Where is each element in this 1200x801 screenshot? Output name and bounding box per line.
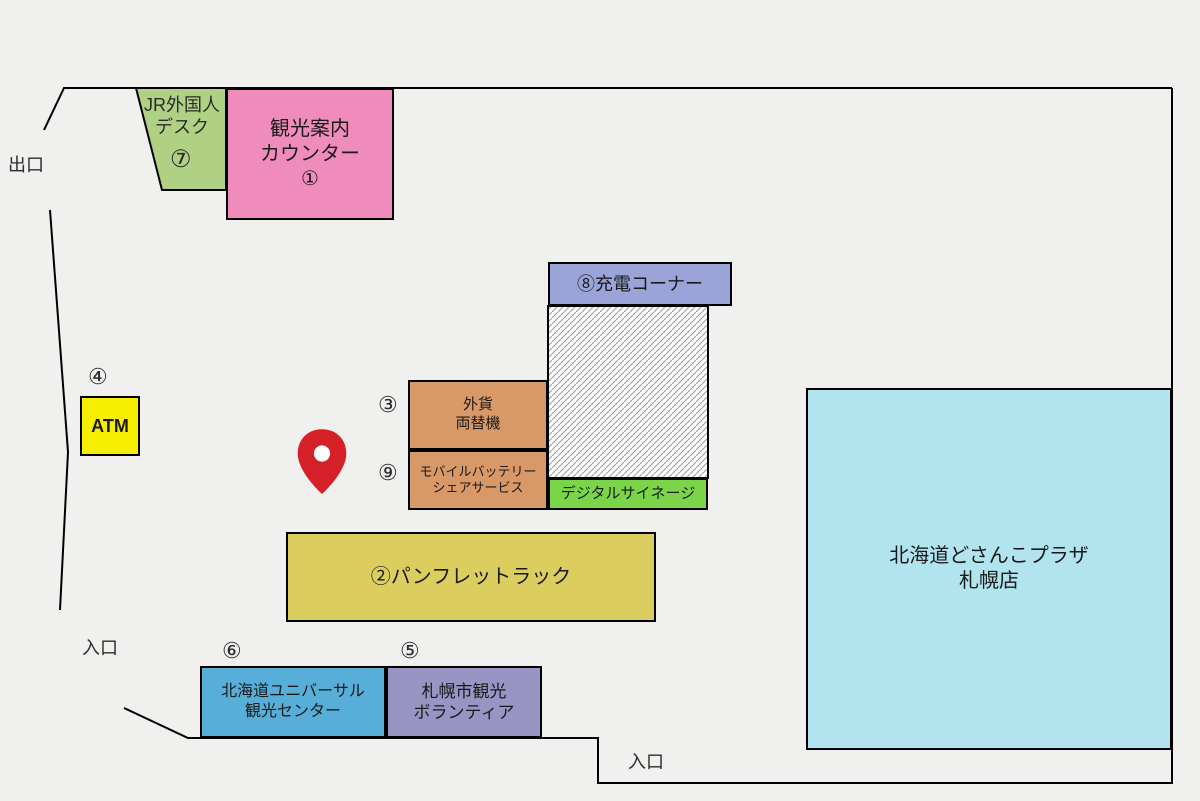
door-label: 入口 bbox=[82, 638, 118, 660]
label: JR外国人 デスク bbox=[144, 95, 220, 138]
area-pamphlet-2: ②パンフレットラック bbox=[286, 532, 656, 622]
number-badge: ⑥ bbox=[222, 638, 242, 664]
location-pin-icon bbox=[298, 429, 347, 494]
floor-map: 観光案内 カウンター ① ⑧充電コーナー外貨 両替機モバイルバッテリー シェアサー… bbox=[0, 0, 1200, 801]
area-signage: デジタルサイネージ bbox=[548, 478, 708, 510]
area-mobile-9: モバイルバッテリー シェアサービス bbox=[408, 450, 548, 510]
number-badge: ③ bbox=[378, 392, 398, 418]
area-exchange-3: 外貨 両替機 bbox=[408, 380, 548, 450]
area-dosanko: 北海道どさんこプラザ 札幌店 bbox=[806, 388, 1172, 750]
area-hatched bbox=[548, 306, 708, 478]
number-badge: ⑨ bbox=[378, 460, 398, 486]
area-atm-4: ATM bbox=[80, 396, 140, 456]
area-volunteer-5: 札幌市観光 ボランティア bbox=[386, 666, 542, 738]
area-charge-8: ⑧充電コーナー bbox=[548, 262, 732, 306]
area-universal-6: 北海道ユニバーサル 観光センター bbox=[200, 666, 386, 738]
door-label: 出口 bbox=[8, 155, 44, 177]
area-counter-1: 観光案内 カウンター ① bbox=[226, 88, 394, 220]
number-badge: ⑤ bbox=[400, 638, 420, 664]
label: ⑦ bbox=[170, 146, 192, 175]
door-label: 入口 bbox=[628, 752, 664, 774]
number-badge: ④ bbox=[88, 364, 108, 390]
